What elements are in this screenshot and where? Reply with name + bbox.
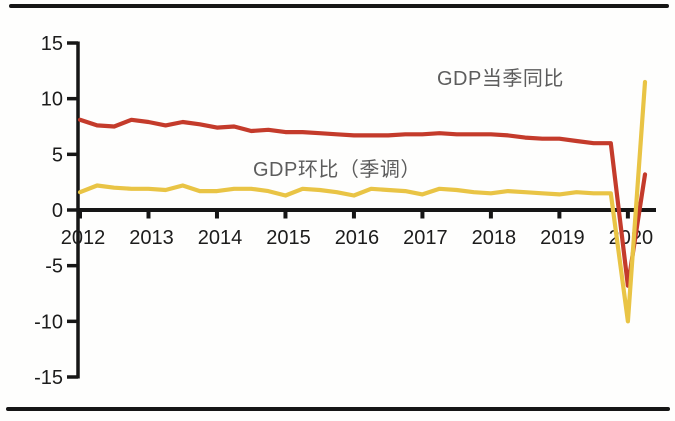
x-tick-label: 2015 bbox=[266, 227, 311, 249]
x-tick-label: 2017 bbox=[403, 227, 448, 249]
series-label-gdp-yoy: GDP当季同比 bbox=[437, 68, 564, 90]
x-tick-label: 2018 bbox=[472, 227, 517, 249]
y-tick-label: 15 bbox=[41, 33, 63, 55]
y-tick-label: 10 bbox=[41, 89, 63, 111]
y-tick-label: 5 bbox=[52, 144, 63, 166]
x-tick-label: 2013 bbox=[129, 227, 174, 249]
series-label-gdp-qoq: GDP环比（季调） bbox=[253, 159, 421, 181]
series-line-1 bbox=[77, 79, 648, 324]
x-tick-label: 2014 bbox=[198, 227, 243, 249]
bottom-divider bbox=[6, 407, 670, 411]
top-divider bbox=[9, 4, 669, 8]
x-tick-label: 2019 bbox=[540, 227, 585, 249]
series-line-0 bbox=[77, 117, 648, 288]
y-tick-label: -15 bbox=[34, 367, 63, 389]
x-tick-label: 2016 bbox=[335, 227, 380, 249]
y-tick-label: -5 bbox=[45, 256, 63, 278]
y-tick-label: -10 bbox=[34, 311, 63, 333]
x-tick-label: 2012 bbox=[61, 227, 106, 249]
y-tick-label: 0 bbox=[52, 200, 63, 222]
